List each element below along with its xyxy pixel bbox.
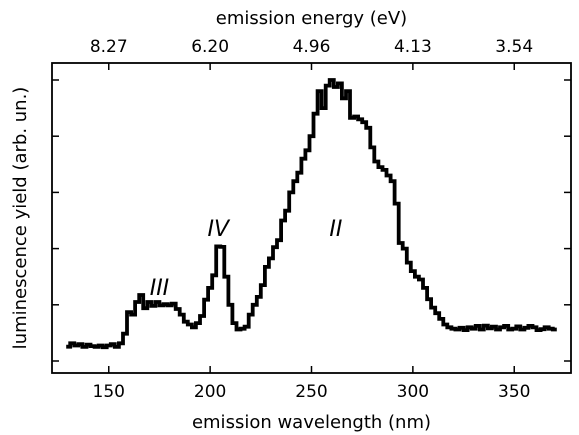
x-tick-label: 200 bbox=[194, 382, 226, 402]
top-tick-label: 6.20 bbox=[191, 37, 229, 57]
top-tick-label: 8.27 bbox=[90, 37, 128, 57]
annotations: III IV II bbox=[150, 217, 343, 301]
peak-label: II bbox=[329, 217, 342, 242]
series-line bbox=[66, 78, 557, 350]
x-tick-label: 250 bbox=[295, 382, 327, 402]
x-axis-title: emission wavelength (nm) bbox=[192, 412, 431, 433]
peak-label: III bbox=[150, 276, 169, 301]
top-axis-title: emission energy (eV) bbox=[216, 8, 407, 29]
x-tick-label: 150 bbox=[93, 382, 125, 402]
top-tick-label: 4.96 bbox=[293, 37, 331, 57]
plot-frame bbox=[51, 62, 572, 374]
peak-label: IV bbox=[207, 217, 230, 242]
y-axis-title: luminescence yield (arb. un.) bbox=[10, 87, 31, 350]
right-axis bbox=[564, 79, 571, 362]
x-tick-label: 350 bbox=[498, 382, 530, 402]
top-tick-label: 3.54 bbox=[495, 37, 533, 57]
left-axis bbox=[52, 79, 59, 362]
x-tick-label: 300 bbox=[397, 382, 429, 402]
bottom-axis: 150 200 250 300 350 bbox=[93, 366, 530, 402]
top-axis: 8.27 6.20 4.96 4.13 3.54 bbox=[90, 37, 533, 70]
top-tick-label: 4.13 bbox=[394, 37, 432, 57]
